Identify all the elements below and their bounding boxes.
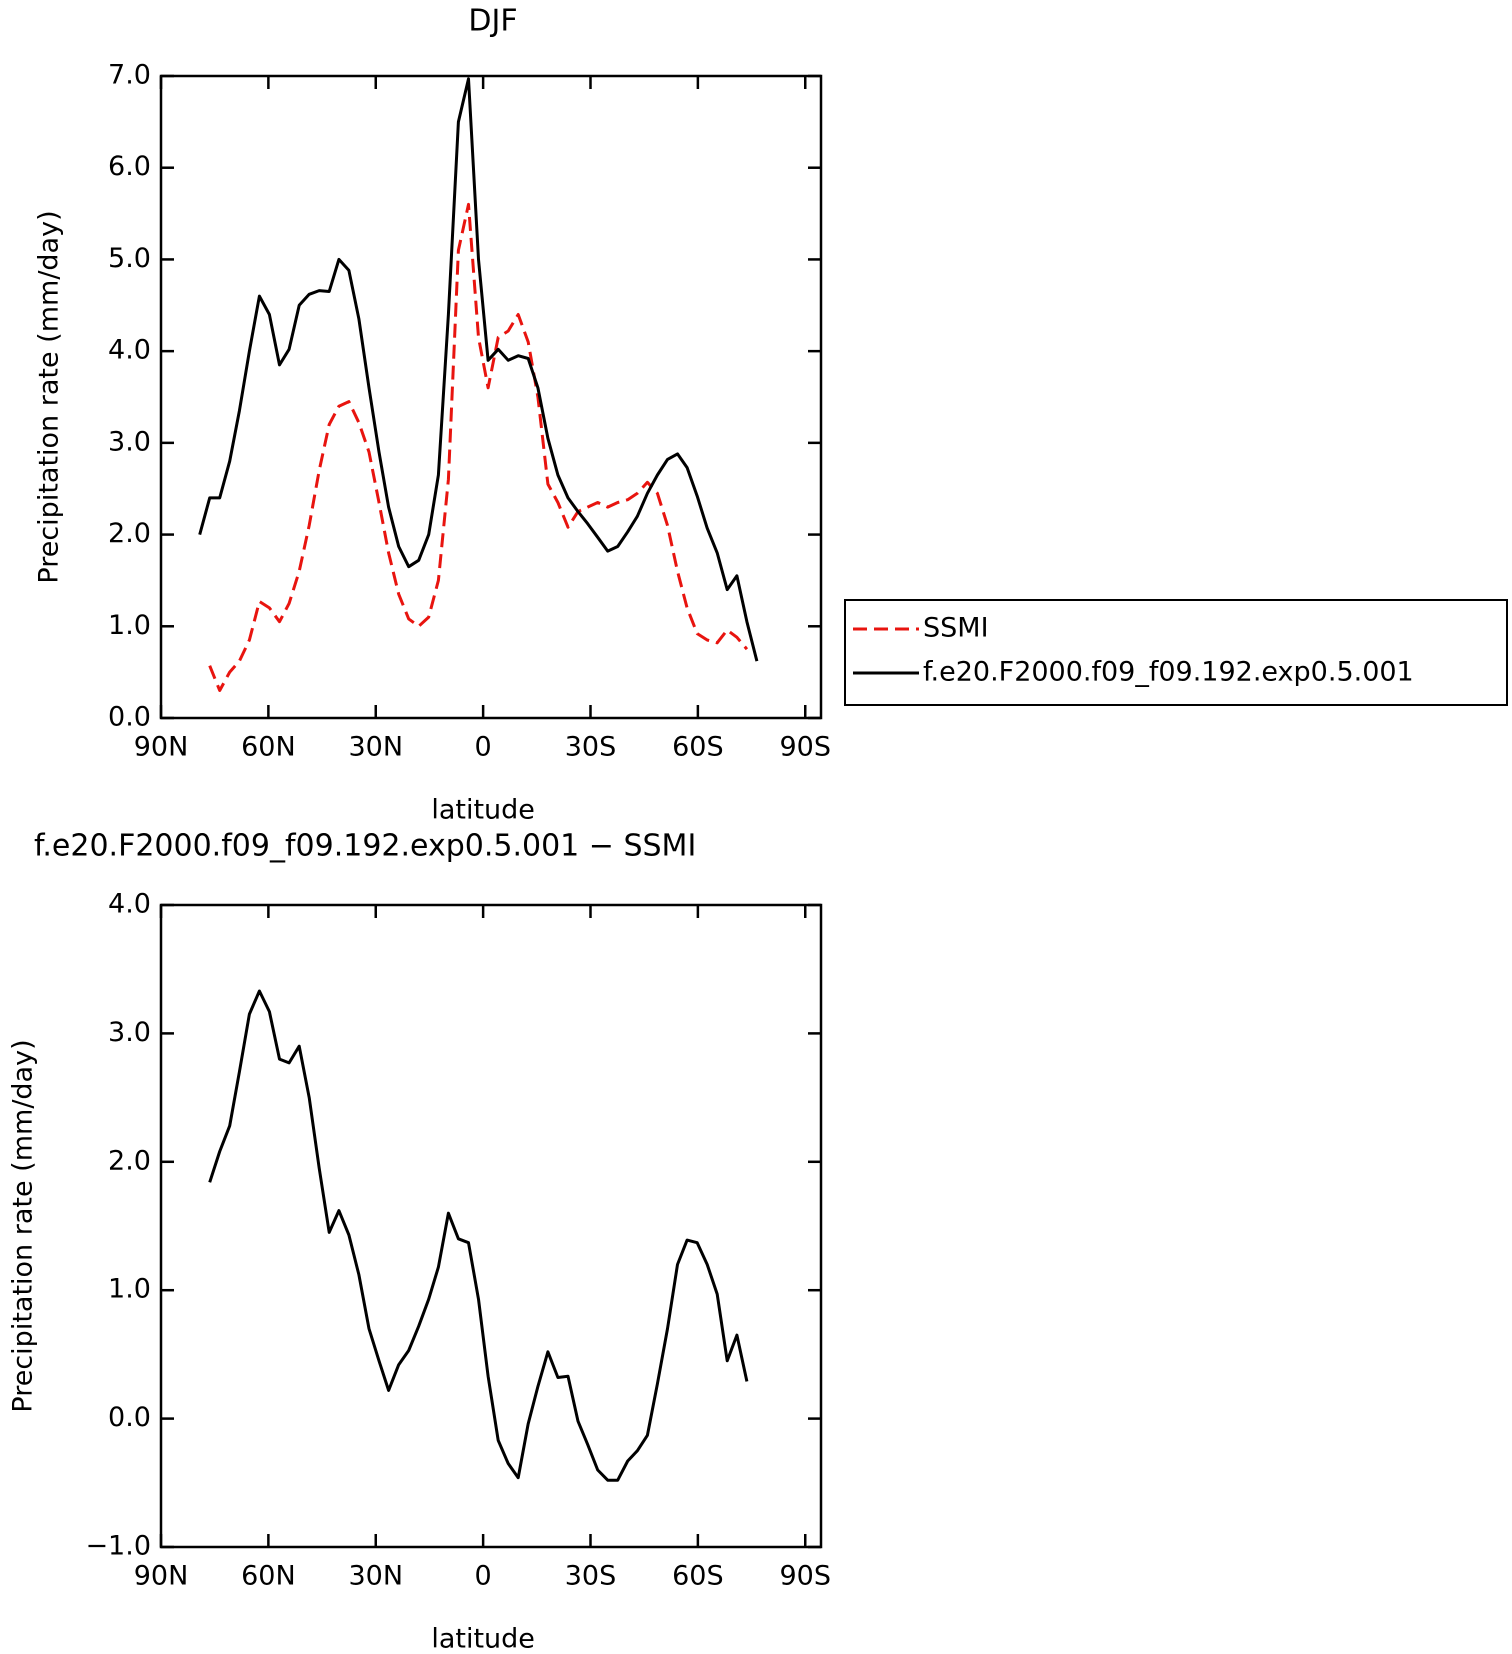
x-tick-label: 30S: [565, 1561, 617, 1592]
x-tick-label: 90S: [780, 1561, 832, 1592]
x-tick-label: 60N: [241, 732, 296, 763]
y-tick-label: 3.0: [108, 426, 151, 457]
y-tick-label: 1.0: [108, 610, 151, 641]
x-tick-label: 60S: [672, 1561, 724, 1592]
y-tick-label: 2.0: [108, 518, 151, 549]
y-tick-label: 6.0: [108, 151, 151, 182]
y-tick-label: 4.0: [108, 335, 151, 366]
y-axis-label: Precipitation rate (mm/day): [34, 210, 65, 583]
x-tick-label: 0: [475, 1561, 492, 1592]
x-tick-label: 0: [475, 732, 492, 763]
chart-title: f.e20.F2000.f09_f09.192.exp0.5.001 − SSM…: [34, 829, 696, 864]
y-tick-label: 7.0: [108, 60, 151, 91]
x-axis-label: latitude: [431, 795, 535, 826]
y-tick-label: 2.0: [108, 1145, 151, 1176]
y-axis-label: Precipitation rate (mm/day): [8, 1039, 39, 1412]
x-tick-label: 30N: [348, 732, 403, 763]
legend-label: SSMI: [923, 613, 989, 644]
x-tick-label: 90S: [780, 732, 832, 763]
x-tick-label: 90N: [134, 732, 189, 763]
x-tick-label: 60N: [241, 1561, 296, 1592]
x-tick-label: 30N: [348, 1561, 403, 1592]
x-tick-label: 30S: [565, 732, 617, 763]
y-tick-label: −1.0: [85, 1531, 151, 1562]
series-line: [198, 77, 759, 662]
series-line: [208, 989, 749, 1482]
x-tick-label: 60S: [672, 732, 724, 763]
x-axis-label: latitude: [431, 1624, 535, 1654]
plot-frame: [159, 903, 823, 1549]
y-tick-label: 0.0: [108, 702, 151, 733]
legend-label: f.e20.F2000.f09_f09.192.exp0.5.001: [923, 657, 1414, 688]
y-tick-label: 3.0: [108, 1017, 151, 1048]
x-tick-label: 90N: [134, 1561, 189, 1592]
y-tick-label: 5.0: [108, 243, 151, 274]
y-tick-label: 1.0: [108, 1274, 151, 1305]
y-tick-label: 4.0: [108, 889, 151, 920]
y-tick-label: 0.0: [108, 1402, 151, 1433]
legend-box: [844, 599, 1508, 706]
plot-frame: [159, 74, 823, 720]
chart-title: DJF: [468, 4, 517, 39]
series-line: [208, 202, 749, 692]
